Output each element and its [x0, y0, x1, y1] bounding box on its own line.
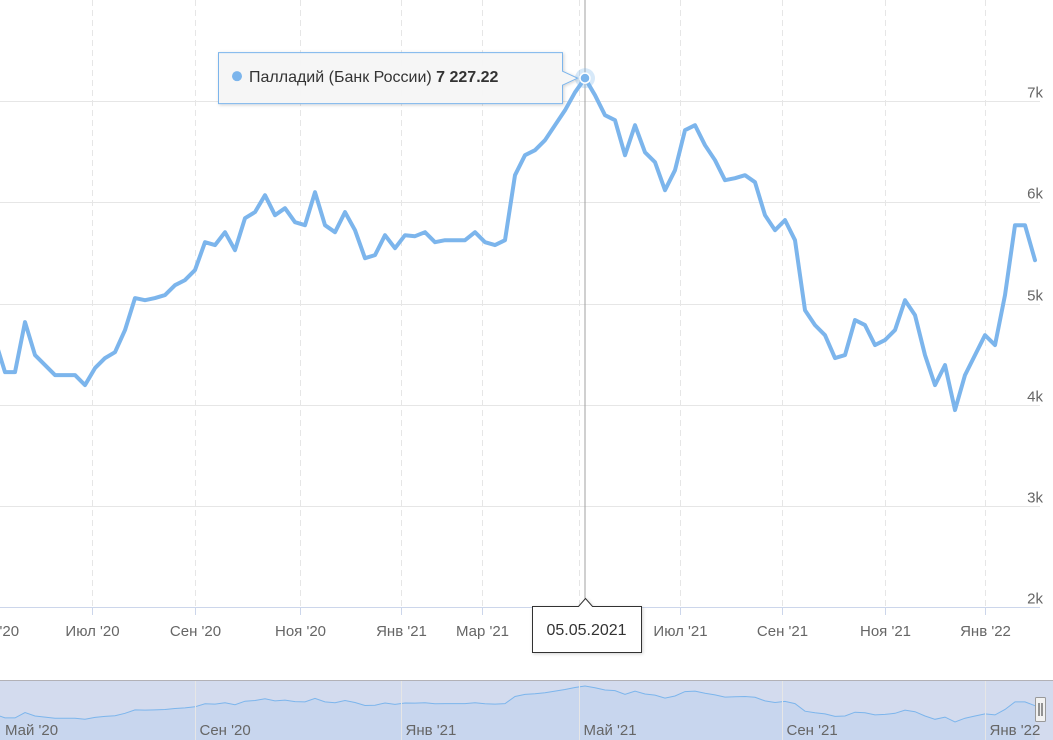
x-tick-label: Май '20: [0, 623, 19, 640]
navigator-tick-label: Май '21: [584, 722, 637, 739]
x-tick-label: Ноя '21: [860, 623, 911, 640]
date-tooltip-box: [532, 597, 642, 653]
navigator-handle[interactable]: [1035, 697, 1046, 722]
y-tick-label: 4k: [1027, 389, 1043, 406]
x-tick-label: Мар '21: [456, 623, 509, 640]
navigator-tick-label: Сен '20: [200, 722, 251, 739]
x-tick-label: Сен '21: [757, 623, 808, 640]
x-tick-label: Сен '20: [170, 623, 221, 640]
y-tick-label: 3k: [1027, 490, 1043, 507]
navigator-mask: [0, 680, 1053, 740]
y-tick-label: 5k: [1027, 288, 1043, 305]
tooltip-value: 7 227.22: [436, 69, 498, 86]
y-tick-label: 7k: [1027, 85, 1043, 102]
navigator-line: [0, 685, 1036, 723]
tooltip: Палладий (Банк России) 7 227.22 05.05.202…: [218, 52, 642, 653]
tooltip-text: Палладий (Банк России) 7 227.22: [249, 69, 499, 86]
tooltip-dot: [232, 71, 242, 82]
point-marker: [579, 72, 591, 84]
handle[interactable]: [1035, 697, 1046, 722]
tooltip-box: [218, 52, 579, 105]
series-line: [0, 76, 1037, 413]
date-tooltip-text: 05.05.2021: [546, 622, 626, 639]
navigator: Май '20 Сен '20 Янв '21 Май '21 Сен '21 Янв '…: [0, 680, 1053, 740]
navigator-area: [0, 686, 1035, 740]
navigator-series: [0, 685, 1036, 740]
navigator-tick-label: Янв '21: [406, 722, 457, 739]
navigator-tick-label: Янв '22: [990, 722, 1041, 739]
navigator-tick-label: Май '20: [5, 722, 58, 739]
x-tick-label: Ноя '20: [275, 623, 326, 640]
tooltip-series-name: Палладий (Банк России): [249, 69, 432, 86]
y-tick-label: 2k: [1027, 591, 1043, 608]
y-tick-label: 6k: [1027, 186, 1043, 203]
series: [0, 68, 1037, 413]
x-tick-label: Янв '21: [376, 623, 427, 640]
x-tick-label: Июл '21: [653, 623, 707, 640]
x-tick-label: Янв '22: [960, 623, 1011, 640]
navigator-tick-label: Сен '21: [787, 722, 838, 739]
x-tick-label: Июл '20: [65, 623, 119, 640]
